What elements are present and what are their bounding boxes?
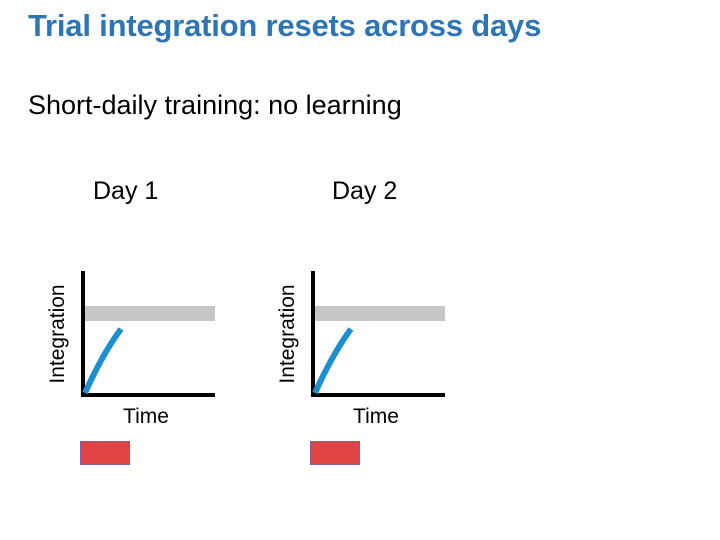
day-1-label: Day 1 bbox=[93, 177, 159, 205]
slide-title: Trial integration resets across days bbox=[28, 8, 542, 43]
day-2-integration-plot: Integration Time bbox=[276, 271, 445, 428]
y-axis-label: Integration bbox=[46, 284, 69, 383]
stimulus-block bbox=[310, 441, 360, 465]
y-axis-label: Integration bbox=[276, 284, 299, 383]
x-axis-label: Time bbox=[123, 405, 169, 428]
integration-curve bbox=[82, 327, 124, 395]
stimulus-block bbox=[80, 441, 130, 465]
day-1-panel: Integration Time bbox=[30, 255, 220, 485]
slide-subtitle: Short-daily training: no learning bbox=[28, 90, 402, 120]
threshold-band bbox=[83, 306, 215, 321]
day-1-integration-plot: Integration Time bbox=[46, 271, 215, 428]
threshold-band bbox=[313, 306, 445, 321]
day-2-label: Day 2 bbox=[332, 177, 398, 205]
integration-curve bbox=[312, 327, 354, 395]
x-axis-label: Time bbox=[353, 405, 399, 428]
day-2-panel: Integration Time bbox=[260, 255, 450, 485]
